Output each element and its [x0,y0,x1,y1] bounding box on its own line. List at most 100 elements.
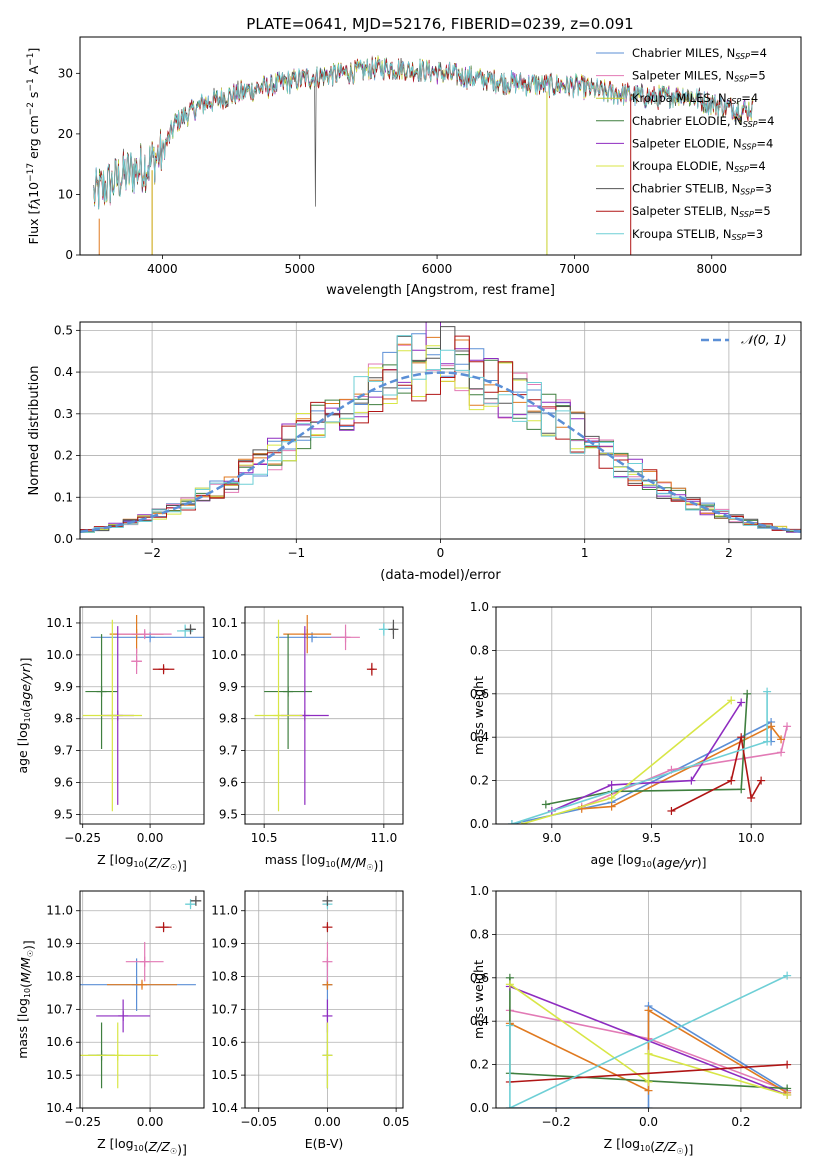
y-tick-label: 9.9 [54,680,73,694]
x-tick-label: 11.0 [370,831,397,845]
y-tick-label: 0.2 [54,449,73,463]
y-tick-label: 10.5 [46,1068,73,1082]
y-tick-label: 9.6 [219,776,238,790]
legend-label: Kroupa MILES, NSSP=4 [632,91,758,106]
y-tick-label: 30 [58,66,73,80]
y-tick-label: 9.6 [54,776,73,790]
y-tick-label: 10.0 [211,648,238,662]
x-tick-label: 8000 [696,262,727,276]
axes-frame [79,606,205,825]
x-axis-label: E(B-V) [305,1136,344,1151]
y-tick-label: 0.4 [470,730,489,744]
y-tick-label: 0.4 [470,1014,489,1028]
y-tick-label: 0.0 [470,1101,489,1115]
y-axis-label: Flux [fλ10−17 erg cm−2 s−1 A−1] [26,48,43,245]
panel-weight_vs_age: 9.0 9.5 10.0 0.0 0.2 0.4 0.6 0.8 1.0 age [log10(a… [470,600,802,870]
y-tick-label: 0.2 [470,1058,489,1072]
panel-mass_vs_Z: −0.25 0.00 10.4 10.5 10.6 10.7 10.8 10.9 11.0 Z [… [15,890,205,1157]
x-tick-label: 4000 [147,262,178,276]
weight-line [509,985,788,1096]
x-tick-label: −2 [143,546,161,560]
panel-spectrum: 4000 5000 6000 7000 8000 0 10 20 30 Chabrier MILE… [26,36,802,298]
x-tick-label: 9.0 [542,831,561,845]
axes-frame [495,606,802,825]
weight-line [509,983,788,1096]
y-tick-label: 0.2 [470,774,489,788]
axes-frame [244,890,404,1109]
y-axis-label: mass weight [471,676,486,755]
legend-label: Salpeter MILES, NSSP=5 [632,69,766,84]
spectrum-line [93,58,754,209]
y-tick-label: 10.1 [46,616,73,630]
y-tick-label: 0.4 [54,365,73,379]
y-tick-label: 10 [58,187,73,201]
y-axis-label: mass [log10(M/M☉)] [15,940,36,1059]
y-tick-label: 0.8 [470,927,489,941]
x-tick-label: 2 [725,546,733,560]
y-tick-label: 10.6 [46,1035,73,1049]
plot-area [507,687,792,824]
plot-area [254,614,399,812]
plot-area [82,614,204,812]
y-tick-label: 10.4 [211,1101,238,1115]
y-tick-label: 0.6 [470,687,489,701]
weight-line [551,702,742,812]
panel-weight_vs_Z: −0.2 0.0 0.2 0.0 0.2 0.4 0.6 0.8 1.0 Z [log10(Z/Z… [470,884,802,1157]
y-tick-label: 9.5 [219,807,238,821]
panel-age_vs_mass: 10.5 11.0 9.5 9.6 9.7 9.8 9.9 10.0 10.1 mass [log… [211,606,404,873]
normal-curve [80,371,801,533]
y-tick-label: 9.7 [54,744,73,758]
x-tick-label: 5000 [284,262,315,276]
x-tick-label: 1 [581,546,589,560]
x-axis-label: mass [log10(M/M☉)] [265,852,384,873]
axes-frame [79,36,802,256]
x-tick-label: 0.05 [383,1115,410,1129]
x-axis-label: Z [log10(Z/Z☉)] [604,1136,694,1157]
x-tick-label: 7000 [559,262,590,276]
y-tick-label: 9.8 [219,712,238,726]
x-tick-label: −0.2 [542,1115,571,1129]
y-tick-label: 0.6 [470,971,489,985]
y-tick-label: 1.0 [470,884,489,898]
x-tick-label: 0.2 [731,1115,750,1129]
x-tick-label: 0.00 [137,831,164,845]
x-tick-label: 0.00 [137,1115,164,1129]
x-tick-label: 10.5 [251,831,278,845]
x-tick-label: 10.0 [738,831,765,845]
x-tick-label: 9.5 [642,831,661,845]
weight-line [509,1063,788,1083]
histogram-step [80,335,801,533]
x-tick-label: −1 [287,546,305,560]
x-axis-label: (data-model)/error [380,568,501,583]
y-tick-label: 10.8 [46,969,73,983]
legend-label: Salpeter ELODIE, NSSP=4 [632,136,773,151]
y-tick-label: 10.9 [211,937,238,951]
y-tick-label: 10.7 [211,1002,238,1016]
legend-label: Chabrier ELODIE, NSSP=4 [632,114,774,129]
y-tick-label: 0 [65,248,73,262]
y-tick-label: 0.8 [470,643,489,657]
plot-area [80,895,202,1089]
x-tick-label: 6000 [422,262,453,276]
y-tick-label: 9.7 [219,744,238,758]
y-tick-label: 9.5 [54,807,73,821]
x-tick-label: 0 [437,546,445,560]
x-axis-label: wavelength [Angstrom, rest frame] [326,283,555,298]
y-tick-label: 0.1 [54,490,73,504]
y-axis-label: mass weight [471,960,486,1039]
plot-area [80,322,801,533]
y-tick-label: 10.9 [46,937,73,951]
figure-title: PLATE=0641, MJD=52176, FIBERID=0239, z=0… [246,15,633,33]
panel-mass_vs_ebv: −0.05 0.00 0.05 10.4 10.5 10.6 10.7 10.8 10.9 11.… [211,890,410,1151]
x-tick-label: −0.25 [64,831,101,845]
y-tick-label: 10.6 [211,1035,238,1049]
panel-residuals: −2 −1 0 1 2 0.0 0.1 0.2 0.3 0.4 0.5 𝒩(0, 1) (data-mo… [27,321,802,583]
y-tick-label: 0.0 [54,532,73,546]
y-tick-label: 0.0 [470,817,489,831]
x-tick-label: −0.05 [240,1115,277,1129]
legend-label: Chabrier MILES, NSSP=4 [632,46,767,61]
x-tick-label: −0.25 [64,1115,101,1129]
histogram-step [80,335,801,531]
x-tick-label: 0.0 [639,1115,658,1129]
x-axis-label: Z [log10(Z/Z☉)] [97,852,187,873]
